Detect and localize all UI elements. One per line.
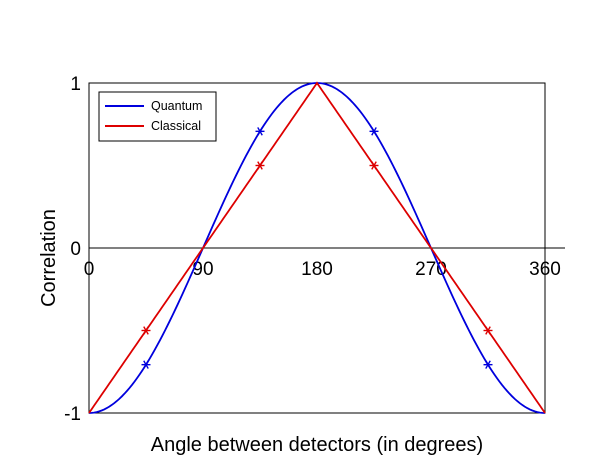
- legend-label-classical: Classical: [151, 119, 201, 133]
- y-tick-label-0: 0: [70, 239, 81, 260]
- data-point-classical-135: [255, 161, 265, 170]
- y-tick-label--1: -1: [64, 404, 81, 425]
- x-axis-title: Angle between detectors (in degrees): [151, 434, 483, 456]
- y-tick-labels: -1 0 1: [64, 74, 81, 425]
- series-layer: [88, 81, 546, 414]
- data-point-quantum-135: [255, 127, 265, 136]
- x-tick-label-270: 270: [415, 259, 447, 280]
- data-point-classical-45: [141, 326, 151, 335]
- y-axis-title: Correlation: [38, 209, 60, 307]
- x-tick-labels: 0 90 180 270 360: [84, 259, 561, 280]
- y-tick-label-1: 1: [70, 74, 81, 95]
- data-point-quantum-225: [369, 127, 379, 136]
- x-tick-label-360: 360: [529, 259, 561, 280]
- series-line-classical: [88, 81, 546, 414]
- legend-box: [98, 91, 217, 142]
- data-point-classical-225: [369, 161, 379, 170]
- x-tick-label-0: 0: [84, 259, 95, 280]
- data-point-classical-315: [483, 326, 493, 335]
- legend-label-quantum: Quantum: [151, 99, 202, 113]
- legend: Quantum Classical: [98, 91, 217, 142]
- x-tick-label-90: 90: [192, 259, 213, 280]
- data-point-quantum-315: [483, 360, 493, 369]
- data-point-quantum-45: [141, 360, 151, 369]
- x-tick-label-180: 180: [301, 259, 333, 280]
